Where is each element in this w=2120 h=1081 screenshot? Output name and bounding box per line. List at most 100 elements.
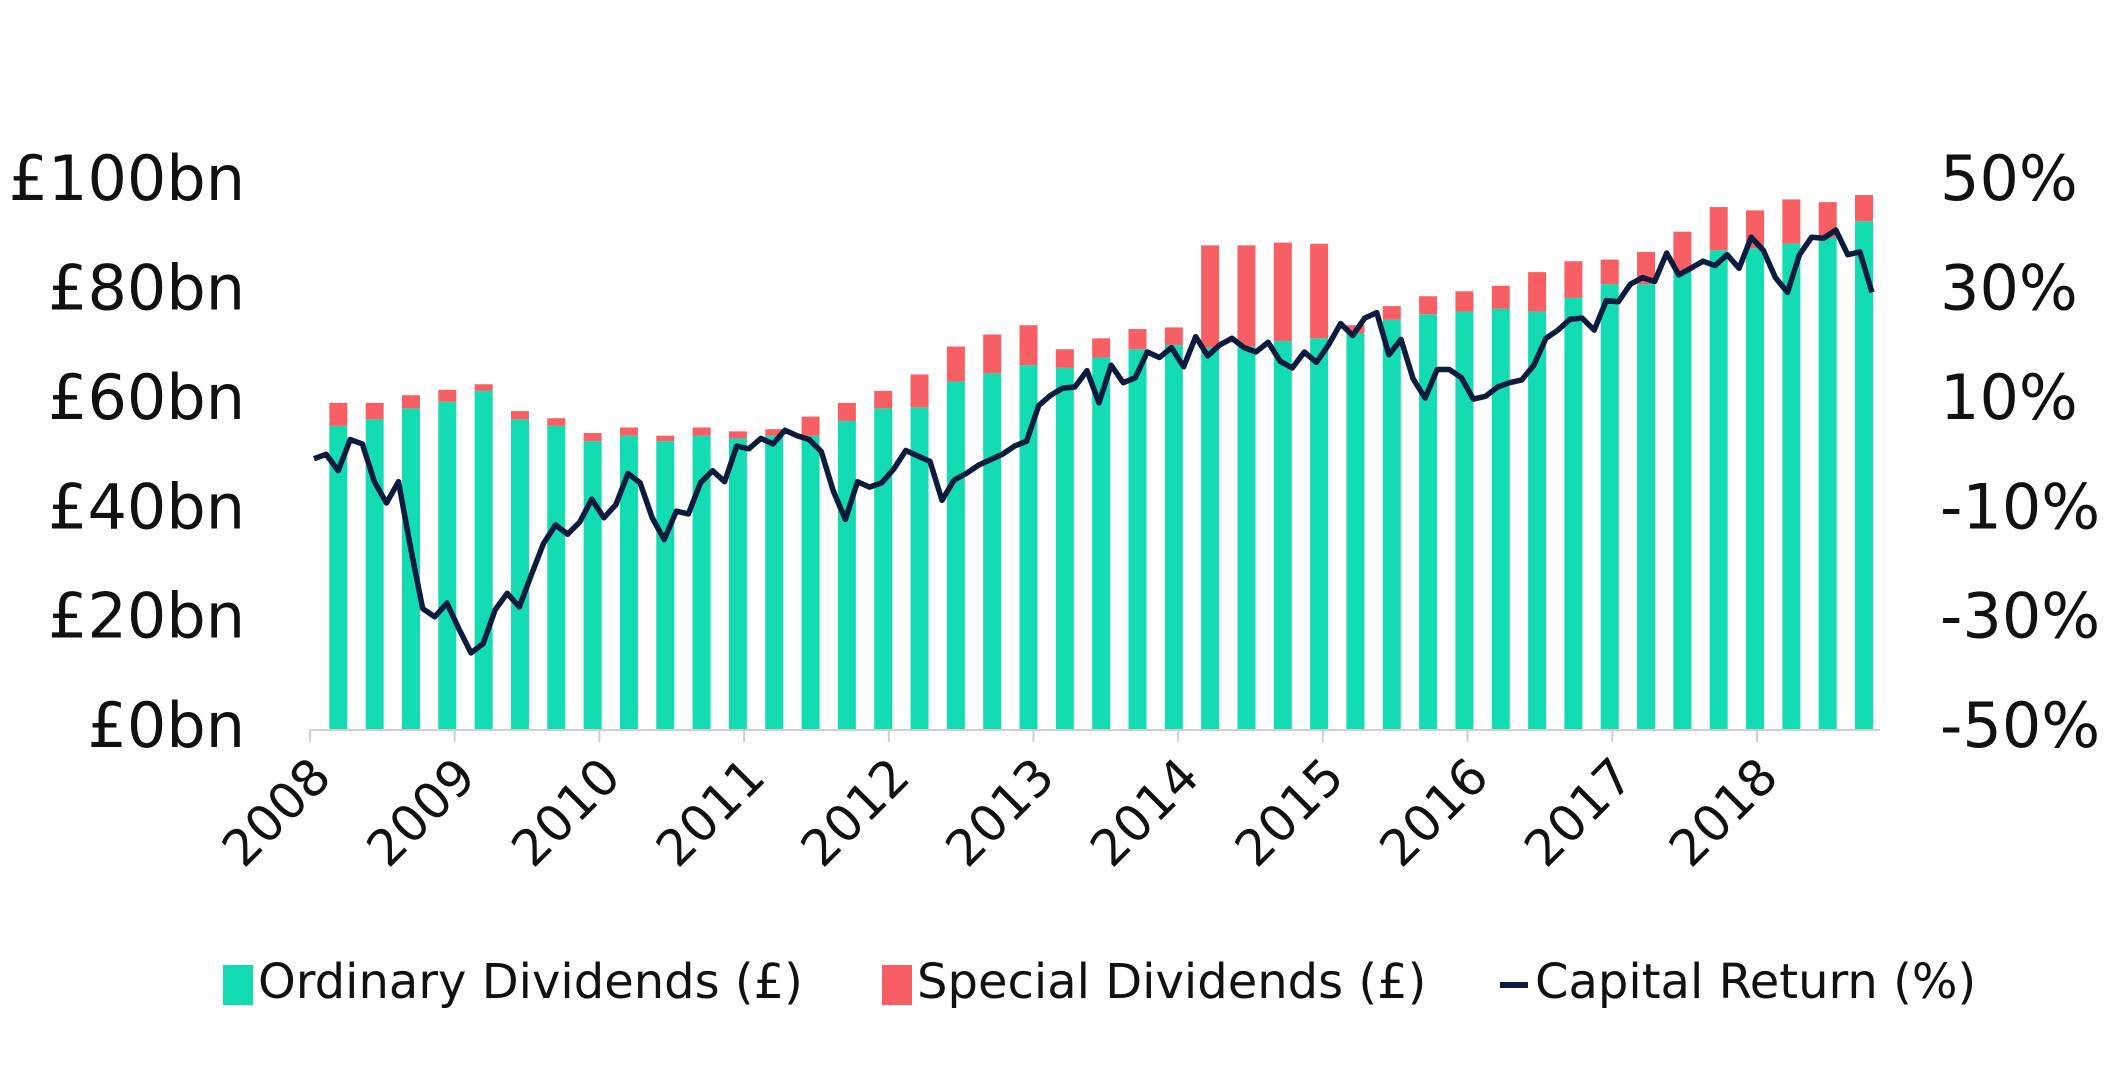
y-tick-label: £20bn xyxy=(48,580,245,653)
bar xyxy=(1201,347,1220,730)
x-tick-label: 2008 xyxy=(211,747,342,878)
y-tick-label: £60bn xyxy=(48,361,245,434)
legend-item: Capital Return (%) xyxy=(1500,954,1976,1010)
x-tick-label: 2009 xyxy=(356,747,487,878)
bar xyxy=(1273,341,1292,730)
bar xyxy=(1673,231,1692,271)
bar xyxy=(1528,311,1547,730)
bar xyxy=(547,418,566,426)
bar xyxy=(1491,308,1510,730)
legend-item: Ordinary Dividends (£) xyxy=(223,954,803,1010)
x-tick-label: 2013 xyxy=(935,747,1066,878)
bar xyxy=(874,390,893,409)
y-tick-label: £40bn xyxy=(48,470,245,543)
y2-tick-label: -10% xyxy=(1940,470,2100,543)
bar xyxy=(438,389,457,402)
bar xyxy=(1491,285,1510,309)
bar xyxy=(874,408,893,730)
bar xyxy=(1164,344,1183,730)
bar xyxy=(474,390,493,730)
bar xyxy=(1128,329,1147,350)
bar xyxy=(365,419,384,730)
bar xyxy=(1746,248,1765,730)
x-tick-label: 2011 xyxy=(645,747,776,878)
bar xyxy=(1382,306,1401,320)
x-tick-label: 2015 xyxy=(1224,747,1355,878)
bar xyxy=(1419,296,1438,315)
bar xyxy=(1818,237,1837,730)
bar xyxy=(1600,259,1619,285)
bar xyxy=(656,441,675,730)
bar xyxy=(1237,245,1256,347)
bar xyxy=(1782,199,1801,244)
bar xyxy=(801,416,820,436)
legend-swatch xyxy=(882,965,912,1005)
bar xyxy=(692,435,711,730)
bar xyxy=(765,435,784,730)
bar xyxy=(365,402,384,420)
bar xyxy=(401,395,420,409)
bar xyxy=(1310,243,1329,339)
bar xyxy=(1310,338,1329,730)
bar xyxy=(1709,250,1728,730)
bar xyxy=(583,432,602,442)
bar xyxy=(1855,195,1874,222)
line xyxy=(313,227,1875,656)
bar xyxy=(1019,325,1038,366)
bar xyxy=(1382,319,1401,730)
y2-tick-label: 10% xyxy=(1940,361,2078,434)
bar xyxy=(1346,333,1365,730)
bar xyxy=(728,431,747,439)
bar xyxy=(728,438,747,730)
bar xyxy=(1092,357,1111,730)
y2-tick-label: -50% xyxy=(1940,689,2100,762)
y-tick-label: £80bn xyxy=(48,251,245,324)
bar xyxy=(1782,243,1801,731)
bar xyxy=(547,425,566,730)
bar xyxy=(1273,242,1292,342)
x-tick-label: 2018 xyxy=(1658,747,1789,878)
bar xyxy=(1455,291,1474,312)
bar xyxy=(983,334,1002,374)
bar xyxy=(692,427,711,436)
bar xyxy=(801,435,820,730)
y2-tick-label: 50% xyxy=(1940,142,2078,215)
legend-item: Special Dividends (£) xyxy=(882,954,1426,1010)
bar xyxy=(1237,346,1256,730)
bar xyxy=(946,346,965,382)
bar xyxy=(946,381,965,730)
bar xyxy=(619,435,638,730)
y2-tick-label: -30% xyxy=(1940,580,2100,653)
bar xyxy=(510,411,529,420)
y2-tick-label: 30% xyxy=(1940,251,2078,324)
bar xyxy=(583,441,602,730)
bar xyxy=(656,435,675,442)
legend-label: Special Dividends (£) xyxy=(917,954,1426,1010)
bar xyxy=(910,407,929,730)
y-tick-label: £0bn xyxy=(87,689,245,762)
bar xyxy=(474,384,493,391)
bar xyxy=(1637,284,1656,730)
bar xyxy=(1564,297,1583,730)
bar xyxy=(329,425,348,730)
bar xyxy=(1673,270,1692,730)
bar xyxy=(1455,311,1474,730)
bar xyxy=(837,420,856,730)
bar xyxy=(1564,261,1583,298)
bar xyxy=(1019,365,1038,730)
legend-label: Ordinary Dividends (£) xyxy=(258,954,803,1010)
bar xyxy=(1128,349,1147,730)
bar xyxy=(401,408,420,730)
bar xyxy=(1055,349,1074,368)
bar xyxy=(1055,367,1074,730)
legend-swatch xyxy=(223,965,253,1005)
bar xyxy=(983,373,1002,730)
bar xyxy=(619,427,638,436)
bar xyxy=(1528,272,1547,312)
legend-label: Capital Return (%) xyxy=(1535,954,1976,1010)
bar xyxy=(1709,207,1728,251)
x-tick-label: 2017 xyxy=(1513,747,1644,878)
bar xyxy=(438,401,457,730)
x-tick-label: 2010 xyxy=(500,747,631,878)
